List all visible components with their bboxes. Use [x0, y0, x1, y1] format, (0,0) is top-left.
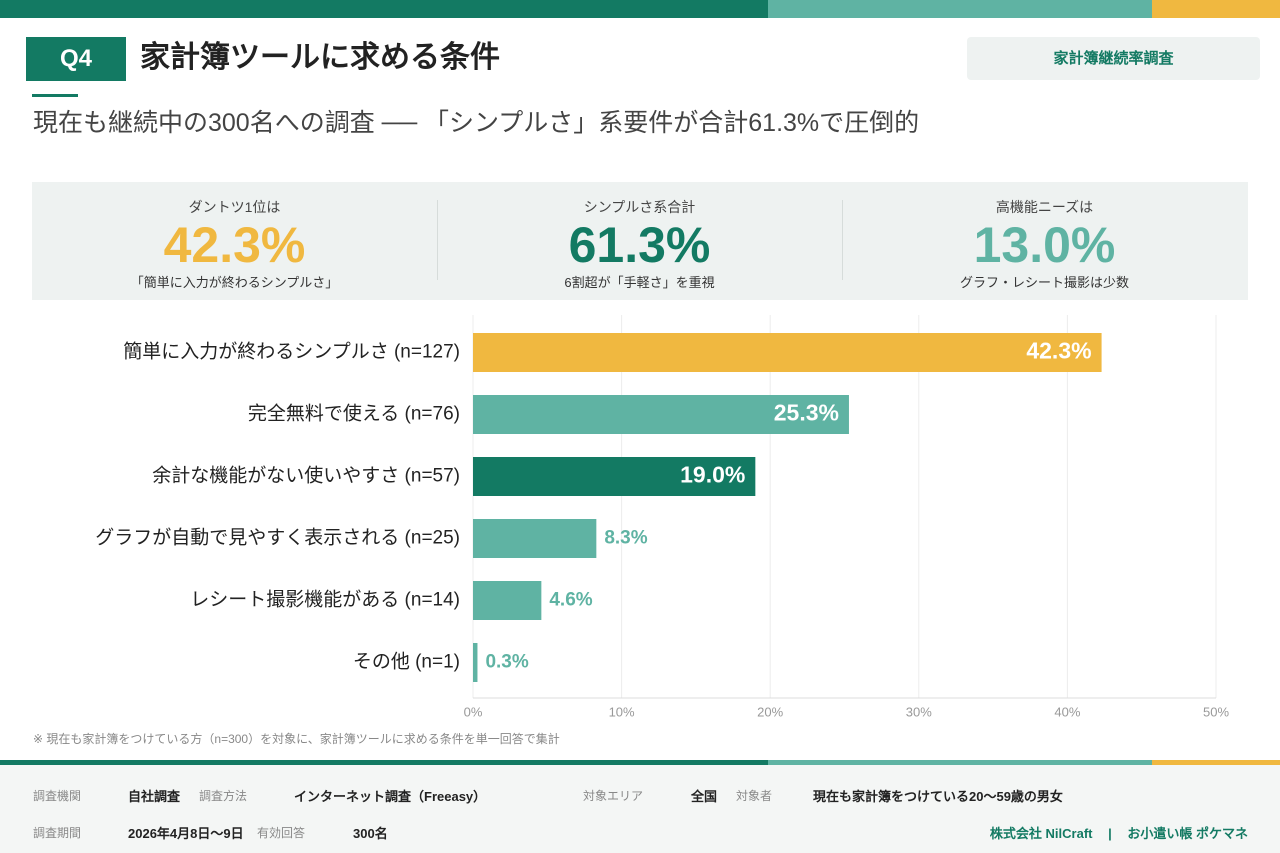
x-tick-label: 50%: [1203, 704, 1229, 719]
stripe: [768, 760, 1152, 765]
footer-label: 調査方法: [199, 789, 248, 803]
x-tick-label: 10%: [609, 704, 635, 719]
value-label: 4.6%: [549, 590, 592, 611]
y-tick-label: レシート撮影機能がある (n=14): [190, 589, 460, 611]
y-tick-label: その他 (n=1): [353, 651, 460, 673]
value-label: 19.0%: [680, 462, 745, 488]
kpi-value: 42.3%: [163, 217, 306, 273]
footer-value: 自社調査: [128, 789, 181, 804]
stripe: [0, 760, 768, 765]
kpi-label: ダントツ1位は: [188, 199, 281, 215]
y-tick-label: グラフが自動で見やすく表示される (n=25): [95, 527, 460, 549]
bar: [473, 643, 478, 682]
footer-value: 全国: [691, 789, 718, 804]
bar: [473, 581, 542, 620]
kpi-label: 高機能ニーズは: [995, 199, 1094, 215]
bar: [473, 395, 849, 434]
x-tick-label: 40%: [1054, 704, 1080, 719]
credit: 株式会社 NilCraft | お小遣い帳 ポケマネ: [990, 823, 1248, 842]
subtitle: 現在も継続中の300名への調査 ── 「シンプルさ」系要件が合計61.3%で圧倒…: [33, 109, 920, 137]
bar: [473, 333, 1102, 372]
footer-value: 現在も家計簿をつけている20〜59歳の男女: [813, 789, 1063, 804]
kpi-caption: グラフ・レシート撮影は少数: [959, 275, 1129, 290]
stripe: [1152, 0, 1280, 18]
kpi-value: 61.3%: [568, 217, 711, 273]
product: お小遣い帳 ポケマネ: [1127, 826, 1248, 841]
footer-value: 300名: [353, 826, 388, 841]
footer: 調査機関 自社調査 調査方法 インターネット調査（Freeasy） 対象エリア …: [0, 765, 1280, 853]
divider: [437, 200, 438, 280]
title: 家計簿ツールに求める条件: [140, 41, 500, 74]
footer-value: 2026年4月8日〜9日: [128, 826, 244, 841]
separator: |: [1108, 826, 1112, 841]
kpi-label: シンプルさ系合計: [583, 199, 696, 215]
divider: [842, 200, 843, 280]
kpi-card: シンプルさ系合計 61.3% 6割超が「手軽さ」を重視: [437, 182, 842, 292]
q-badge: Q4: [26, 37, 126, 81]
bar: [473, 457, 756, 496]
kpi-card: ダントツ1位は 42.3% 「簡単に入力が終わるシンプルさ」: [32, 182, 437, 292]
bar: [473, 519, 597, 558]
tag: 家計簿継続率調査: [967, 37, 1260, 80]
value-label: 8.3%: [604, 528, 647, 549]
x-tick-label: 0%: [464, 704, 483, 719]
y-tick-label: 完全無料で使える (n=76): [248, 403, 460, 425]
kpi-panel: ダントツ1位は 42.3% 「簡単に入力が終わるシンプルさ」 シンプルさ系合計 61.3…: [32, 182, 1248, 300]
y-tick-label: 簡単に入力が終わるシンプルさ (n=127): [123, 341, 460, 363]
note: ※ 現在も家計簿をつけている方（n=300）を対象に、家計簿ツールに求める条件を…: [33, 732, 560, 746]
footer-label: 対象エリア: [583, 789, 644, 803]
kpi-value: 13.0%: [973, 217, 1116, 273]
footer-value: インターネット調査（Freeasy）: [294, 789, 487, 804]
footer-label: 有効回答: [257, 826, 306, 840]
footer-label: 調査機関: [33, 789, 82, 803]
value-label: 0.3%: [485, 652, 528, 673]
stripe: [768, 0, 1152, 18]
footer-label: 調査期間: [33, 826, 82, 840]
footer-label: 対象者: [736, 789, 773, 803]
stripe: [1152, 760, 1280, 765]
value-label: 25.3%: [774, 400, 839, 426]
y-tick-label: 余計な機能がない使いやすさ (n=57): [152, 465, 460, 487]
stripe: [0, 0, 768, 18]
kpi-caption: 6割超が「手軽さ」を重視: [564, 275, 715, 290]
kpi-card: 高機能ニーズは 13.0% グラフ・レシート撮影は少数: [842, 182, 1247, 292]
x-tick-label: 20%: [757, 704, 783, 719]
company: 株式会社 NilCraft: [989, 826, 1093, 841]
kpi-caption: 「簡単に入力が終わるシンプルさ」: [130, 275, 339, 290]
x-tick-label: 30%: [906, 704, 932, 719]
chart: 0% 10% 20% 30% 40% 50% 簡単に入力が終わるシンプルさ (n=127) 4…: [95, 315, 1229, 719]
accent: [32, 94, 78, 97]
value-label: 42.3%: [1026, 338, 1091, 364]
